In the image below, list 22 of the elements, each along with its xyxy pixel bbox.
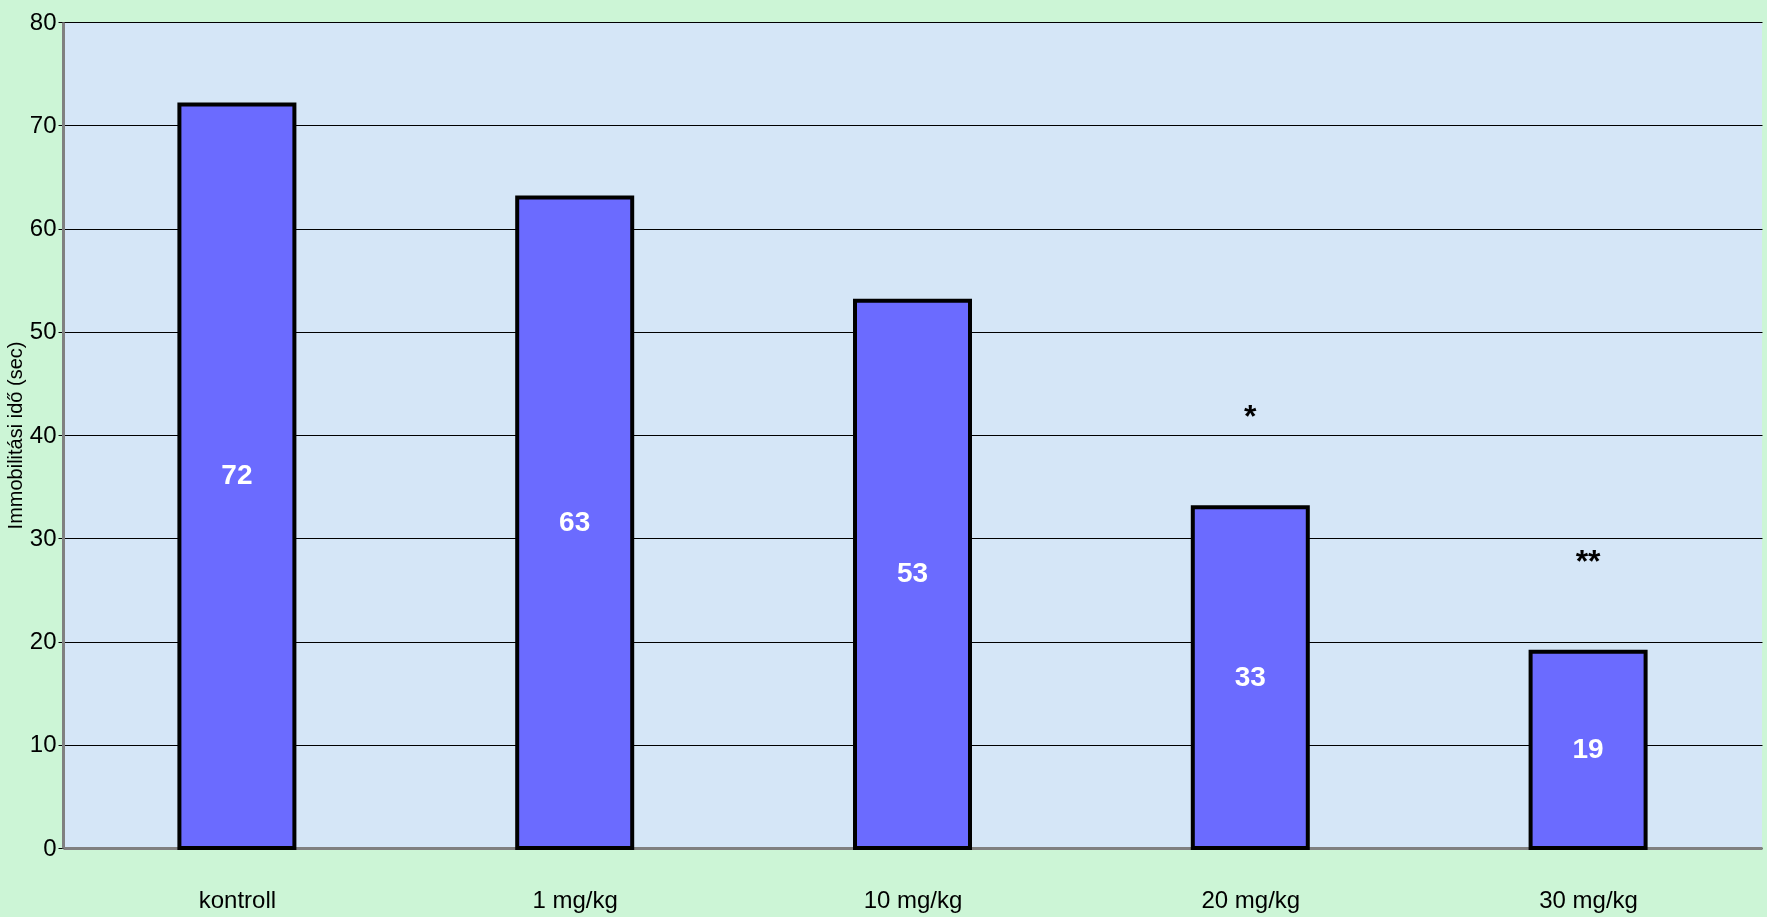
x-tick-label: 20 mg/kg: [1201, 885, 1301, 913]
data-label: 33: [1234, 660, 1266, 692]
annotation: **: [1575, 542, 1602, 579]
y-tick-label: 20: [29, 627, 57, 654]
x-tick-label: 30 mg/kg: [1539, 885, 1638, 913]
data-label: 53: [896, 557, 929, 589]
data-label: 19: [1572, 732, 1604, 764]
data-label: 63: [559, 505, 591, 537]
y-tick-label: 60: [29, 214, 57, 241]
x-tick-label: kontroll: [198, 885, 277, 913]
x-tick-label: 10 mg/kg: [863, 885, 963, 913]
y-axis-title: Immobilitási idő (sec): [3, 341, 26, 530]
y-tick-label: 10: [29, 730, 57, 758]
x-tick-label: 1 mg/kg: [532, 885, 618, 913]
y-tick-label: 70: [29, 110, 57, 138]
y-tick-label: 40: [29, 420, 57, 448]
data-label: 72: [221, 459, 253, 491]
y-tick-label: 50: [29, 317, 57, 345]
y-tick-label: 30: [29, 523, 57, 551]
y-tick-label: 80: [29, 7, 57, 35]
annotation: *: [1244, 398, 1258, 435]
y-tick-label: 0: [43, 833, 57, 861]
